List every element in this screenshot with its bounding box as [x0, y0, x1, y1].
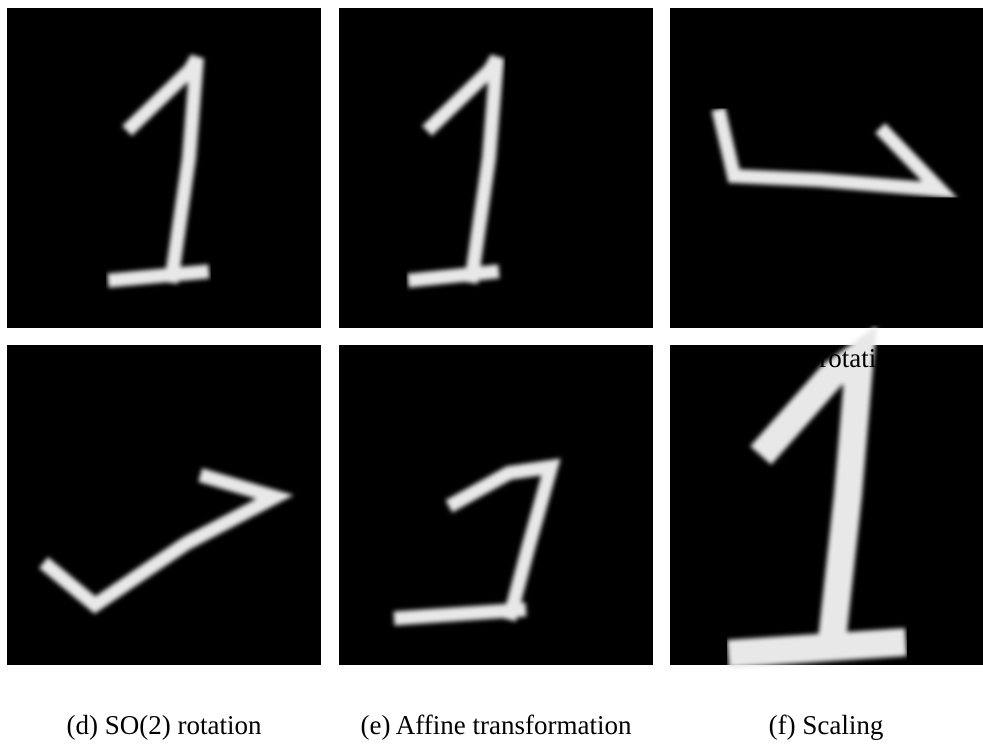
panel-affine [339, 345, 653, 665]
caption: (d) SO(2) rotation [67, 710, 262, 740]
caption: (e) Affine transformation [361, 710, 632, 740]
panel-translation [339, 8, 653, 328]
panel-so2-rotation [7, 345, 321, 665]
caption: (f) Scaling [769, 710, 884, 740]
panel-original [7, 8, 321, 328]
caption: (c) p4 rotation [749, 343, 904, 373]
panel-p4-rotation [670, 8, 983, 328]
caption: (b) Translation [416, 343, 576, 373]
caption: (a) Original image [64, 343, 263, 373]
panel-scaling [670, 325, 983, 668]
